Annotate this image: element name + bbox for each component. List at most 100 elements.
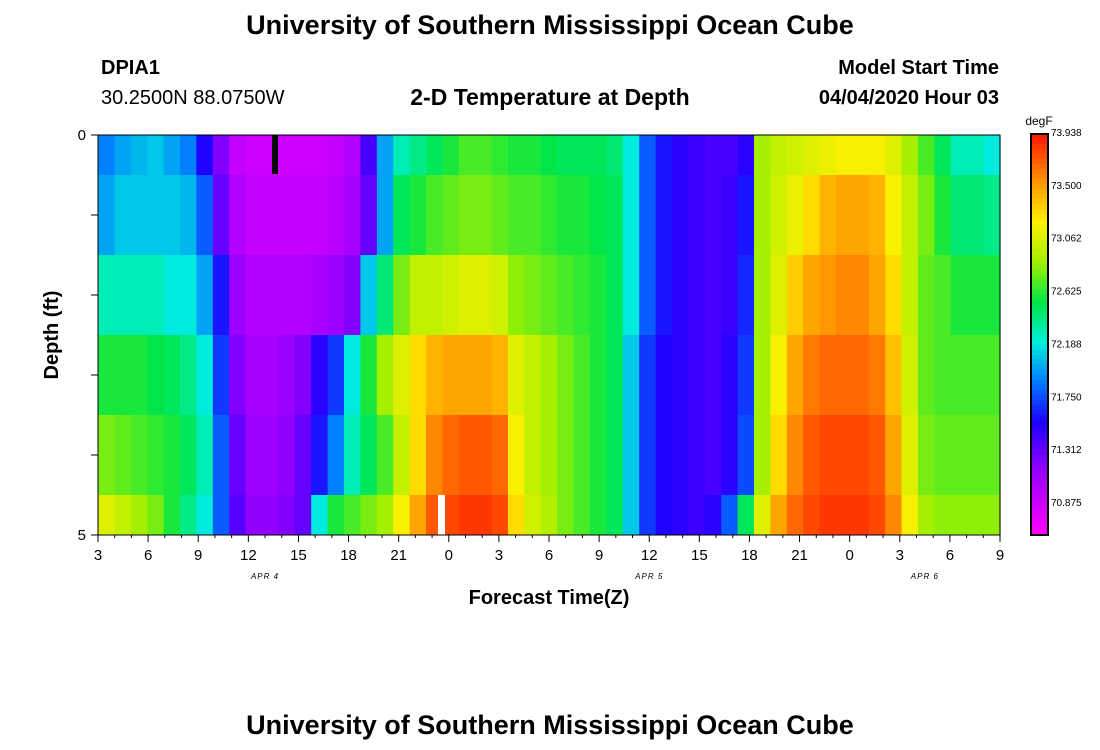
colorbar-unit: degF — [1025, 114, 1052, 128]
heatmap-cell — [868, 135, 886, 175]
colorbar-step — [1031, 254, 1048, 260]
colorbar-step — [1031, 399, 1048, 406]
heatmap-cell — [573, 415, 591, 495]
colorbar-step — [1031, 199, 1048, 205]
x-tick-label: 12 — [240, 547, 257, 564]
heatmap-cell — [950, 255, 968, 335]
model-start-time: 04/04/2020 Hour 03 — [818, 87, 999, 109]
heatmap-cell — [180, 495, 197, 535]
heatmap-cell — [557, 335, 575, 415]
heatmap-cell — [885, 135, 903, 175]
colorbar-step — [1031, 374, 1048, 381]
heatmap-cell — [655, 415, 673, 495]
y-axis-label: Depth (ft) — [41, 291, 63, 380]
heatmap-cell — [885, 415, 903, 495]
heatmap-cell — [98, 495, 115, 535]
heatmap-cell — [524, 175, 542, 255]
heatmap-cell — [212, 415, 230, 495]
heatmap-cell — [475, 495, 493, 535]
heatmap-cell — [393, 175, 411, 255]
heatmap-cell — [918, 135, 935, 175]
heatmap-cell — [868, 495, 886, 535]
colorbar-step — [1031, 414, 1048, 421]
heatmap-cell — [344, 335, 361, 415]
colorbar-step — [1031, 444, 1048, 451]
heatmap-cell — [967, 495, 985, 535]
date-label: APR 6 — [910, 572, 939, 581]
heatmap-cell — [475, 175, 493, 255]
heatmap-cell — [672, 175, 689, 255]
colorbar-step — [1031, 329, 1048, 336]
heatmap-cell — [229, 495, 247, 535]
heatmap-cell — [327, 495, 345, 535]
heatmap-cell — [278, 255, 296, 335]
heatmap-cell — [590, 335, 607, 415]
heatmap-cell — [754, 175, 771, 255]
heatmap-cell — [983, 135, 1001, 175]
heatmap-cell — [934, 335, 952, 415]
heatmap-cell — [573, 495, 591, 535]
heatmap-cell — [393, 415, 411, 495]
heatmap-cell — [524, 335, 542, 415]
heatmap-cell — [688, 255, 706, 335]
heatmap-cell — [147, 175, 165, 255]
heatmap-cell — [786, 135, 804, 175]
colorbar-step — [1031, 344, 1048, 351]
colorbar-step — [1031, 139, 1048, 145]
heatmap-cell — [803, 255, 821, 335]
colorbar-step — [1031, 214, 1048, 220]
colorbar-step — [1031, 389, 1048, 396]
heatmap-cell — [409, 175, 427, 255]
heatmap-cell — [540, 415, 558, 495]
heatmap-cell — [491, 335, 509, 415]
heatmap-cell — [458, 335, 476, 415]
x-axis: 3 6 9 12 15 18 21 0 3 6 9 12 15 18 21 0 3 6 9 — [94, 535, 1004, 564]
heatmap-cell — [360, 415, 378, 495]
heatmap-cell — [376, 335, 394, 415]
colorbar-step — [1031, 434, 1048, 441]
heatmap-cell — [950, 415, 968, 495]
colorbar-step — [1031, 239, 1048, 245]
colorbar-step — [1031, 209, 1048, 215]
heatmap-cell — [147, 415, 165, 495]
heatmap-cell — [196, 495, 214, 535]
heatmap-cell — [852, 415, 870, 495]
heatmap-cell — [852, 255, 870, 335]
heatmap-cell — [442, 335, 460, 415]
colorbar-step — [1031, 154, 1048, 160]
colorbar-step — [1031, 279, 1048, 285]
heatmap-cell — [819, 415, 837, 495]
heatmap-cell — [885, 495, 903, 535]
heatmap-cell — [704, 335, 722, 415]
heatmap-cell — [983, 255, 1001, 335]
colorbar-step — [1031, 409, 1048, 416]
heatmap-cell — [934, 495, 952, 535]
x-tick-label: 0 — [845, 547, 853, 564]
heatmap-cell — [950, 495, 968, 535]
heatmap-cell — [180, 255, 197, 335]
heatmap-cell — [229, 415, 247, 495]
heatmap-cell — [458, 415, 476, 495]
colorbar-label: 71.750 — [1051, 392, 1082, 403]
colorbar-step — [1031, 469, 1048, 476]
colorbar-step — [1031, 189, 1048, 195]
heatmap-cell — [409, 495, 427, 535]
heatmap-cell — [950, 135, 968, 175]
heatmap-cell — [688, 135, 706, 175]
heatmap-cell — [311, 335, 329, 415]
colorbar-step — [1031, 314, 1048, 321]
colorbar-step — [1031, 429, 1048, 436]
heatmap-cell — [770, 415, 788, 495]
heatmap-cell — [770, 175, 788, 255]
heatmap-cell — [114, 255, 132, 335]
heatmap-cell — [262, 495, 279, 535]
heatmap-cell — [868, 175, 886, 255]
heatmap-cell — [393, 495, 411, 535]
heatmap-cell — [262, 175, 279, 255]
colorbar-step — [1031, 369, 1048, 376]
heatmap-cell — [819, 255, 837, 335]
heatmap-cell — [327, 335, 345, 415]
colorbar-step — [1031, 294, 1048, 301]
heatmap-cell — [114, 335, 132, 415]
heatmap-cell — [868, 415, 886, 495]
